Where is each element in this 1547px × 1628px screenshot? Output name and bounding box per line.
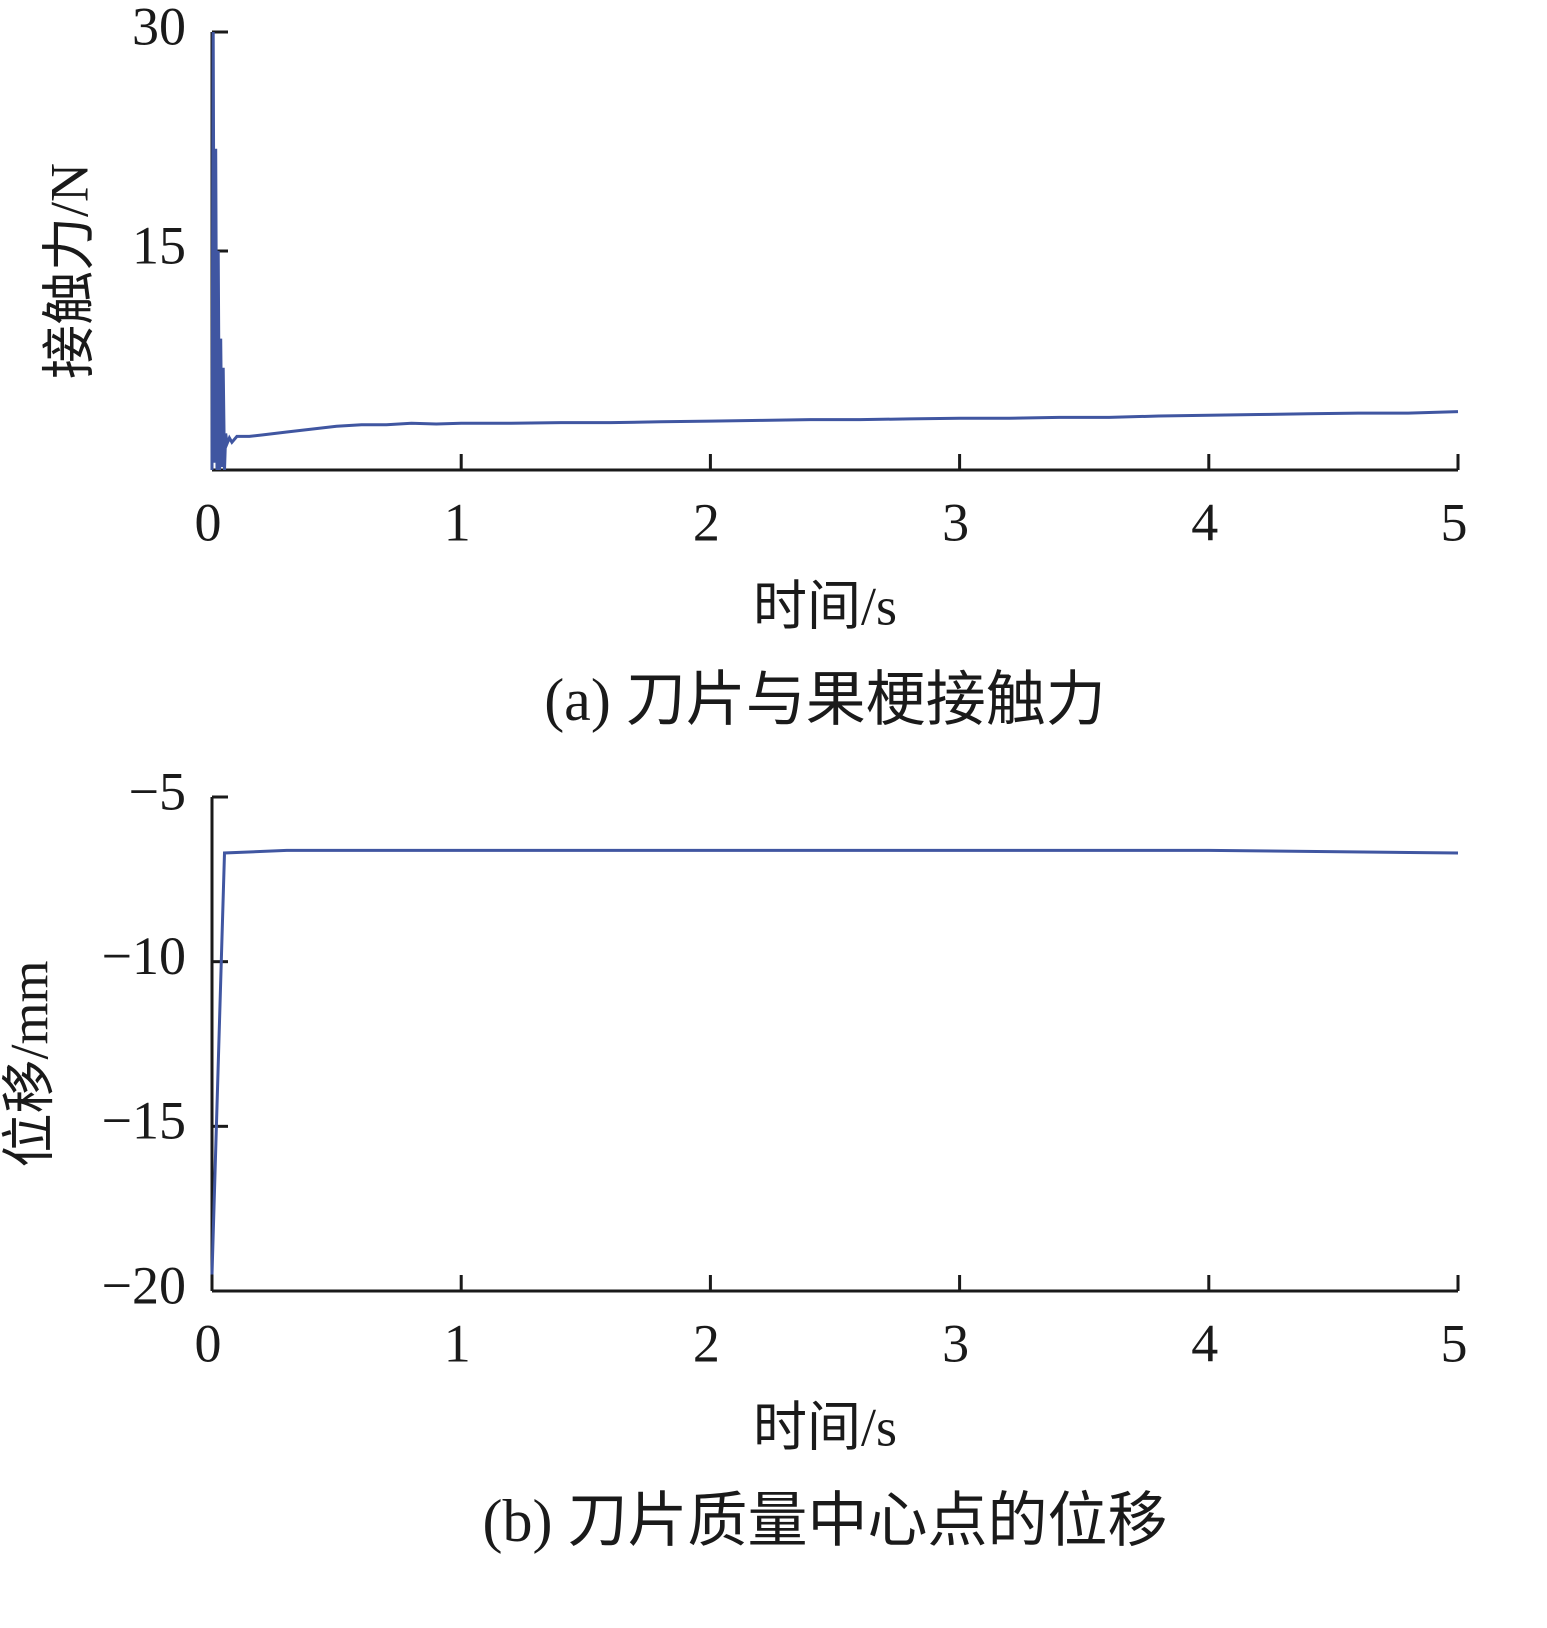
x-tick-label: 1 xyxy=(444,492,471,552)
y-tick-label: −20 xyxy=(102,1255,186,1315)
y-tick-label: −15 xyxy=(102,1091,186,1151)
data-line xyxy=(210,848,1459,1275)
x-tick-label: 5 xyxy=(1441,492,1468,552)
y-tick-label: −5 xyxy=(129,761,186,821)
caption: (a) 刀片与果梗接触力 xyxy=(544,667,1106,733)
y-tick-label: 15 xyxy=(132,215,186,275)
x-tick-label: 1 xyxy=(444,1313,471,1373)
data-line xyxy=(210,31,1459,471)
x-tick-label: 4 xyxy=(1191,1313,1218,1373)
x-tick-label: 3 xyxy=(942,492,969,552)
y-axis-label: 接触力/N xyxy=(39,163,99,379)
caption: (b) 刀片质量中心点的位移 xyxy=(483,1488,1168,1554)
x-tick-label: 2 xyxy=(693,1313,720,1373)
x-tick-label: 2 xyxy=(693,492,720,552)
x-tick-label: 0 xyxy=(195,1313,222,1373)
x-tick-label: 5 xyxy=(1441,1313,1468,1373)
y-tick-label: −10 xyxy=(102,926,186,986)
x-axis-label: 时间/s xyxy=(753,576,897,636)
x-axis-label: 时间/s xyxy=(753,1397,897,1457)
x-tick-label: 3 xyxy=(942,1313,969,1373)
y-axis-label: 位移/mm xyxy=(0,960,59,1167)
y-tick-label: 30 xyxy=(132,0,186,56)
x-tick-label: 4 xyxy=(1191,492,1218,552)
x-tick-label: 0 xyxy=(195,492,222,552)
